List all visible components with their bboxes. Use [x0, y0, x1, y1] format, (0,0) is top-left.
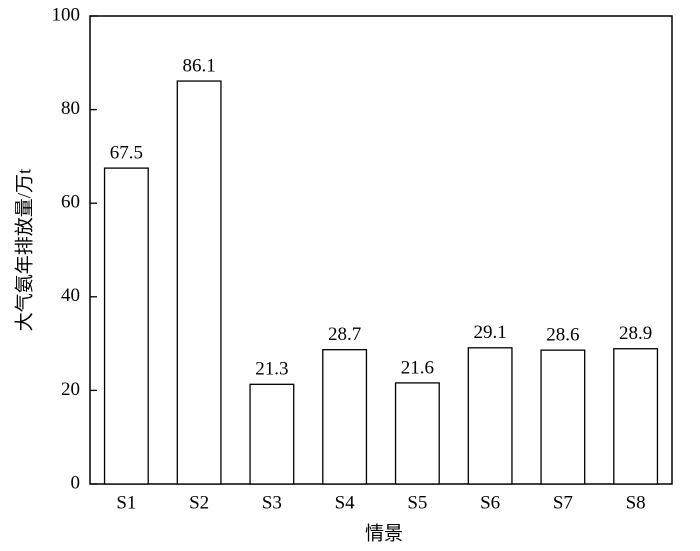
x-axis-label: 情景 [365, 522, 403, 544]
data-label: 21.6 [401, 357, 434, 378]
y-tick-label: 100 [52, 4, 81, 25]
x-tick-label: S4 [335, 492, 356, 513]
bar [540, 349, 586, 485]
data-label: 28.7 [328, 324, 361, 345]
y-tick-label: 40 [61, 285, 80, 306]
bar [249, 383, 295, 485]
data-label: 29.1 [474, 322, 507, 343]
plot-frame [89, 15, 673, 485]
x-tick-label: S5 [407, 492, 427, 513]
data-label: 28.9 [619, 323, 652, 344]
bar [322, 349, 368, 485]
bar [394, 382, 440, 485]
x-tick-label: S3 [262, 492, 282, 513]
y-tick-label: 80 [61, 98, 80, 119]
y-tick-label: 20 [61, 379, 80, 400]
data-label: 28.6 [546, 325, 579, 346]
bar [103, 167, 149, 485]
data-label: 86.1 [183, 55, 216, 76]
bar [613, 348, 659, 485]
y-tick-label: 60 [61, 192, 80, 213]
bar [467, 347, 513, 485]
x-tick-label: S8 [626, 492, 646, 513]
x-tick-label: S1 [116, 492, 136, 513]
y-tick-label: 0 [71, 472, 81, 493]
data-label: 67.5 [110, 142, 143, 163]
x-tick-label: S7 [553, 492, 573, 513]
x-tick-label: S2 [189, 492, 209, 513]
data-label: 21.3 [255, 359, 288, 380]
y-axis-label: 大气氨年排放量/万t [13, 168, 35, 331]
bar [176, 80, 222, 485]
x-tick-label: S6 [480, 492, 500, 513]
